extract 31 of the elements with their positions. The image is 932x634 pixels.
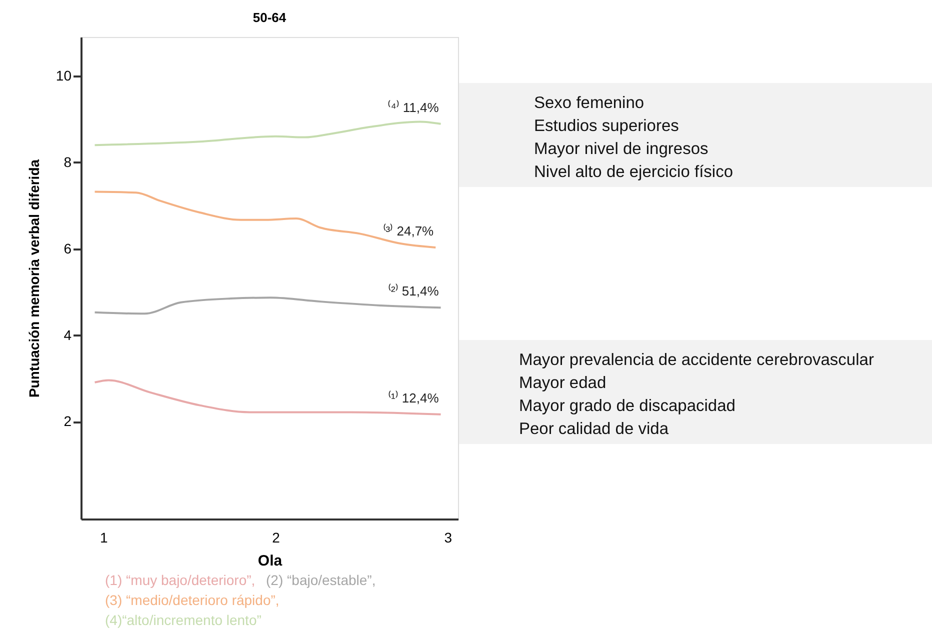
text: (4)“alto/incremento lento”: [105, 612, 262, 628]
y-tick-label: 4: [64, 326, 72, 343]
y-tick-label: 8: [64, 154, 72, 170]
text: Peor calidad de vida: [519, 420, 670, 438]
text: Estudios superiores: [534, 117, 679, 135]
y-tick-label: 6: [64, 240, 72, 256]
text: Mayor grado de discapacidad: [519, 397, 736, 415]
text: Mayor nivel de ingresos: [534, 140, 708, 158]
x-tick-label: 2: [272, 530, 280, 546]
text: (3) “medio/deterioro rápido”,: [105, 592, 280, 608]
annotation: ⁽¹⁾ 12,4%: [388, 390, 440, 406]
line-series: [94, 296, 442, 315]
annotation: ⁽⁴⁾ 11,4%: [388, 100, 440, 115]
line-series: [94, 120, 442, 146]
x-axis-title: Ola: [258, 552, 283, 570]
chart-title: 50-64: [252, 10, 287, 25]
annotation: ⁽²⁾ 51,4%: [388, 284, 440, 299]
y-tick-label: 2: [64, 413, 72, 430]
text: (1) “muy bajo/deterioro”,: [105, 572, 256, 588]
text: Nivel alto de ejercicio físico: [534, 163, 733, 181]
y-tick-label: 10: [56, 67, 72, 84]
text: Sexo femenino: [534, 94, 644, 112]
text: Mayor prevalencia de accidente cerebrovascular: [519, 351, 874, 369]
annotation: ⁽³⁾ 24,7%: [382, 224, 434, 239]
text: (2) “bajo/estable”,: [266, 572, 376, 588]
text: Mayor edad: [519, 374, 606, 392]
y-axis-title: Puntuación memoria verbal diferida: [26, 159, 42, 398]
line-series: [94, 190, 437, 249]
x-tick-label: 1: [100, 530, 108, 546]
line-series: [94, 379, 442, 416]
x-tick-label: 3: [444, 530, 452, 546]
